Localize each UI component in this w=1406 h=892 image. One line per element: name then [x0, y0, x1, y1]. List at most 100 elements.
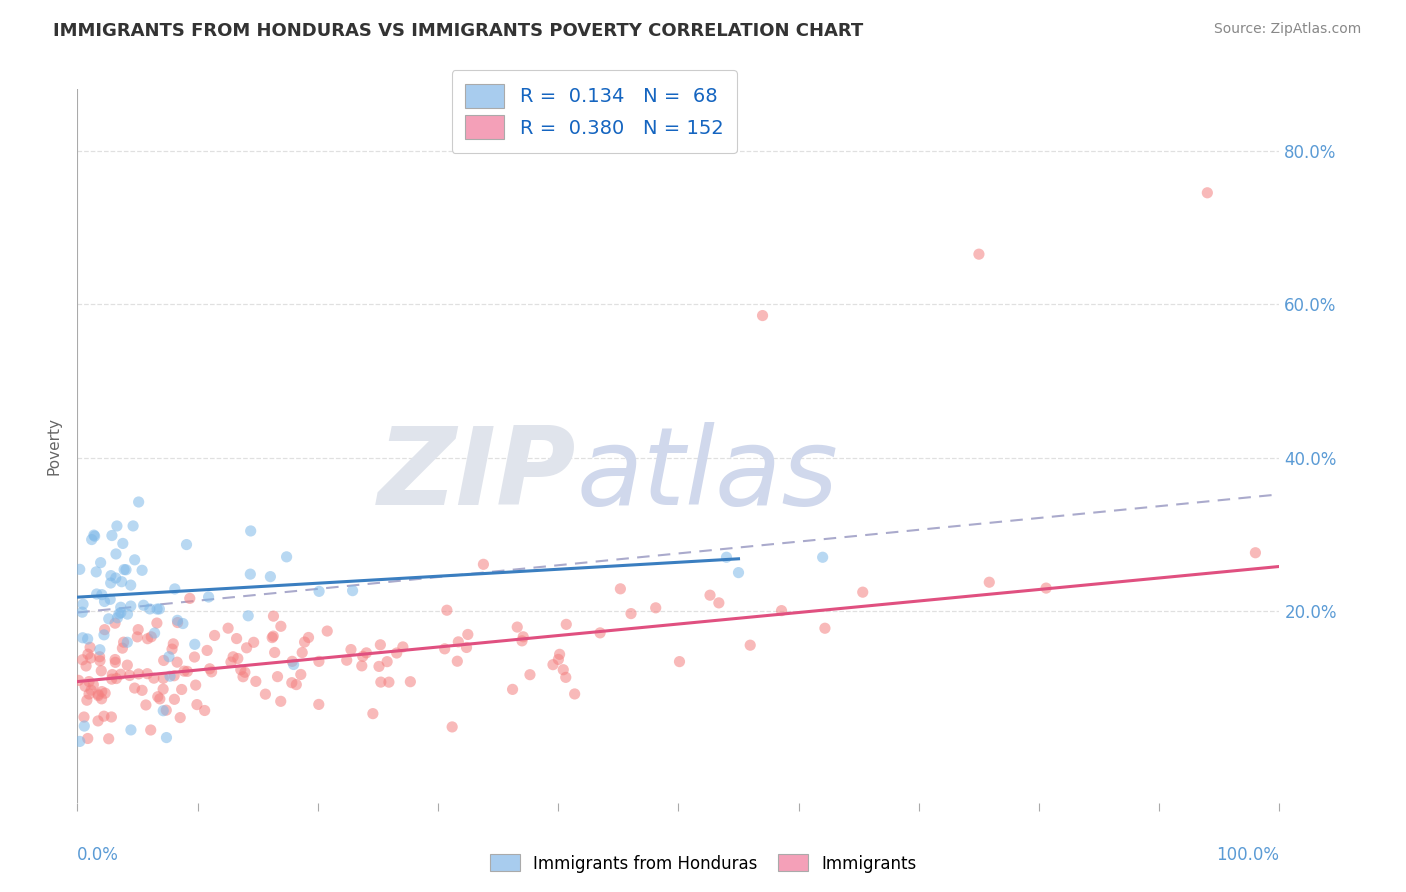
Point: [72, 597, 94, 611]
Point: [173, 664, 195, 678]
Point: [139, 602, 162, 616]
Point: [172, 616, 194, 631]
Point: [233, 665, 256, 680]
Point: [436, 603, 458, 617]
Point: [107, 611, 129, 625]
Point: [245, 674, 267, 689]
Point: [93, 628, 115, 642]
Point: [148, 602, 170, 616]
Point: [72, 631, 94, 645]
Point: [93, 709, 115, 723]
Point: [90, 691, 112, 706]
Point: [100, 576, 122, 591]
Point: [707, 596, 730, 610]
Point: [90, 684, 112, 698]
Point: [166, 615, 188, 630]
Point: [238, 608, 260, 623]
Point: [104, 547, 127, 561]
Point: [186, 698, 208, 712]
Point: [122, 519, 145, 533]
Point: [266, 670, 288, 684]
Point: [506, 620, 529, 634]
Point: [356, 646, 378, 660]
Point: [143, 626, 166, 640]
Point: [541, 657, 564, 672]
Point: [392, 640, 415, 654]
Point: [82, 678, 104, 692]
Point: [352, 649, 374, 664]
Point: [184, 678, 207, 692]
Point: [163, 582, 186, 596]
Point: [814, 621, 837, 635]
Point: [184, 637, 207, 651]
Text: 100.0%: 100.0%: [1216, 846, 1279, 863]
Point: [75, 659, 97, 673]
Point: [120, 578, 142, 592]
Point: [294, 635, 316, 649]
Point: [142, 671, 165, 685]
Point: [135, 698, 157, 712]
Point: [262, 631, 284, 645]
Point: [87, 714, 110, 728]
Point: [117, 658, 139, 673]
Point: [97, 731, 120, 746]
Point: [152, 653, 174, 667]
Point: [232, 670, 254, 684]
Point: [111, 536, 134, 550]
Point: [80, 683, 103, 698]
Point: [139, 723, 162, 737]
Point: [751, 309, 773, 323]
Point: [554, 670, 576, 684]
Point: [152, 704, 174, 718]
Point: [281, 675, 304, 690]
Point: [120, 723, 142, 737]
Text: ZIP: ZIP: [378, 422, 576, 527]
Point: [609, 582, 631, 596]
Point: [219, 655, 242, 669]
Point: [69, 562, 91, 576]
Point: [77, 674, 100, 689]
Point: [89, 642, 111, 657]
Point: [87, 687, 110, 701]
Point: [342, 583, 364, 598]
Point: [141, 630, 163, 644]
Point: [308, 654, 330, 668]
Legend: R =  0.134   N =  68, R =  0.380   N = 152: R = 0.134 N = 68, R = 0.380 N = 152: [451, 70, 737, 153]
Point: [217, 621, 239, 635]
Point: [124, 553, 146, 567]
Point: [163, 669, 186, 683]
Point: [370, 675, 392, 690]
Point: [152, 682, 174, 697]
Point: [811, 550, 834, 565]
Point: [90, 588, 112, 602]
Point: [136, 666, 159, 681]
Point: [97, 612, 120, 626]
Point: [90, 664, 112, 678]
Point: [399, 674, 422, 689]
Point: [157, 649, 180, 664]
Point: [222, 649, 245, 664]
Text: atlas: atlas: [576, 422, 838, 527]
Point: [270, 694, 292, 708]
Point: [727, 566, 749, 580]
Point: [155, 703, 177, 717]
Point: [270, 619, 292, 633]
Point: [110, 600, 132, 615]
Point: [979, 575, 1001, 590]
Point: [112, 635, 135, 649]
Point: [1035, 581, 1057, 595]
Point: [166, 613, 188, 627]
Point: [340, 642, 363, 657]
Point: [555, 617, 578, 632]
Point: [104, 571, 127, 585]
Point: [564, 687, 586, 701]
Point: [128, 667, 150, 681]
Point: [378, 675, 401, 690]
Point: [183, 650, 205, 665]
Point: [90, 556, 112, 570]
Point: [118, 668, 141, 682]
Point: [76, 632, 98, 646]
Point: [105, 519, 128, 533]
Point: [93, 594, 115, 608]
Point: [553, 663, 575, 677]
